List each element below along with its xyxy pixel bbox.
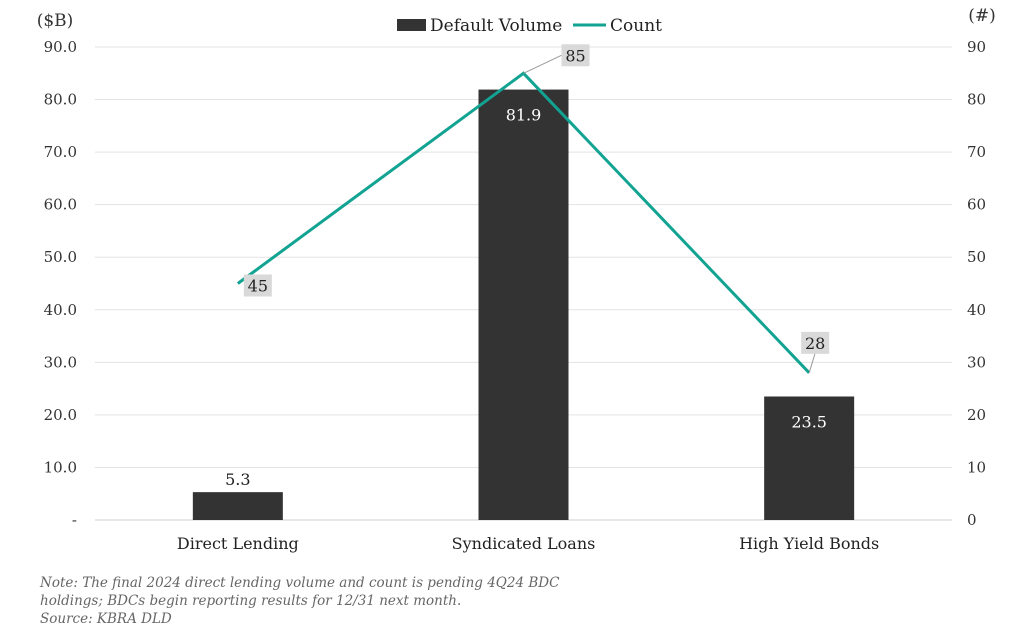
right-tick-label: 40 <box>967 301 986 319</box>
bar <box>478 89 569 520</box>
left-tick-label: 90.0 <box>44 38 77 56</box>
bar-value-label: 23.5 <box>791 412 827 431</box>
bar-value-label: 81.9 <box>506 106 542 125</box>
line-value-label: 85 <box>565 46 585 65</box>
bar-value-label: 5.3 <box>225 470 250 489</box>
category-label: High Yield Bonds <box>739 534 879 553</box>
left-tick-label: 70.0 <box>44 143 77 161</box>
category-axis: Direct Lending Syndicated Loans High Yield… <box>177 534 879 553</box>
legend-bar-swatch <box>397 19 426 31</box>
note-source: Source: KBRA DLD <box>40 611 172 627</box>
category-label: Syndicated Loans <box>452 534 596 553</box>
right-tick-label: 90 <box>967 38 986 56</box>
right-tick-label: 60 <box>967 196 986 214</box>
right-tick-label: 70 <box>967 143 986 161</box>
right-tick-label: 10 <box>967 458 986 476</box>
line-label-box <box>243 274 272 297</box>
category-label: Direct Lending <box>177 534 299 553</box>
bar <box>764 396 855 520</box>
line-label-leader <box>523 54 562 74</box>
chart-note: Note: The final 2024 direct lending volu… <box>40 574 600 628</box>
bar-series: 5.3 81.9 23.5 <box>192 89 855 520</box>
left-tick-label: 30.0 <box>44 353 77 371</box>
line-label-box <box>801 331 830 354</box>
line-value-label: 28 <box>805 334 825 353</box>
right-tick-label: 0 <box>967 511 977 529</box>
left-axis: - 10.0 20.0 30.0 40.0 50.0 60.0 70.0 80.0 90.0 ($B… <box>37 11 77 529</box>
right-axis-label: (#) <box>968 6 996 26</box>
line-series: 45 85 28 <box>236 44 830 374</box>
right-tick-label: 20 <box>967 406 986 424</box>
right-tick-label: 30 <box>967 353 986 371</box>
right-tick-label: 50 <box>967 248 986 266</box>
left-tick-label: - <box>72 511 77 529</box>
right-tick-label: 80 <box>967 91 986 109</box>
left-tick-label: 20.0 <box>44 406 77 424</box>
note-line-2: holdings; BDCs begin reporting results f… <box>40 593 462 609</box>
left-tick-label: 60.0 <box>44 196 77 214</box>
bar <box>192 492 283 520</box>
left-tick-label: 80.0 <box>44 91 77 109</box>
left-axis-label: ($B) <box>37 11 74 31</box>
note-line-1: Note: The final 2024 direct lending volu… <box>40 575 560 591</box>
left-tick-label: 50.0 <box>44 248 77 266</box>
right-axis: 0 10 20 30 40 50 60 70 80 90 (#) <box>967 6 996 529</box>
left-tick-label: 10.0 <box>44 458 77 476</box>
line-value-label: 45 <box>248 277 268 296</box>
legend-line-label: Count <box>610 16 662 36</box>
legend-bar-label: Default Volume <box>430 16 562 36</box>
line-label-leader <box>808 352 816 373</box>
line-label-box <box>561 44 590 67</box>
left-tick-label: 40.0 <box>44 301 77 319</box>
legend: Default Volume Count <box>397 16 662 36</box>
